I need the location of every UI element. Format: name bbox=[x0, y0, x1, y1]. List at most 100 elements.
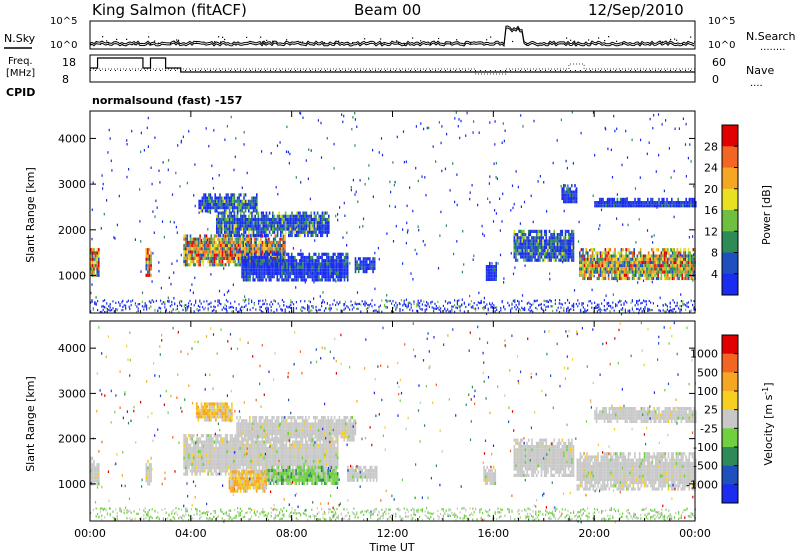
power-cell bbox=[668, 270, 671, 274]
power-cell bbox=[679, 270, 682, 274]
power-cell bbox=[211, 196, 213, 200]
power-cell bbox=[298, 252, 301, 256]
power-speck bbox=[286, 305, 288, 308]
power-cell bbox=[619, 251, 621, 255]
power-cell bbox=[622, 264, 624, 268]
power-speck bbox=[335, 280, 337, 283]
power-cell bbox=[306, 268, 309, 272]
power-speck bbox=[514, 266, 516, 269]
power-cell bbox=[596, 270, 599, 274]
power-speck bbox=[434, 307, 436, 310]
power-cell bbox=[241, 275, 243, 279]
power-cell bbox=[227, 199, 229, 203]
power-cell bbox=[646, 273, 648, 277]
power-cell bbox=[316, 221, 319, 225]
power-cell bbox=[524, 249, 527, 253]
power-speck bbox=[154, 309, 156, 312]
power-cell bbox=[561, 242, 564, 246]
power-cell bbox=[230, 224, 232, 228]
power-cell bbox=[247, 262, 250, 266]
power-cell bbox=[308, 271, 311, 276]
power-cell bbox=[526, 249, 528, 253]
power-cell bbox=[566, 242, 568, 246]
power-speck bbox=[214, 306, 216, 309]
power-cell bbox=[254, 221, 256, 225]
power-cell bbox=[229, 260, 232, 264]
power-cell bbox=[684, 251, 687, 255]
power-cell bbox=[602, 197, 604, 201]
power-speck bbox=[273, 310, 275, 313]
power-colorbar-swatch bbox=[722, 188, 738, 211]
power-cell bbox=[687, 276, 690, 281]
power-speck bbox=[337, 213, 339, 216]
power-cell bbox=[535, 242, 538, 246]
power-cell bbox=[308, 275, 311, 279]
power-cell bbox=[263, 275, 266, 279]
power-cell bbox=[619, 264, 621, 268]
power-cell bbox=[563, 193, 565, 197]
power-cell bbox=[321, 252, 323, 256]
power-cell bbox=[314, 268, 317, 272]
power-cell bbox=[306, 271, 309, 276]
power-speck bbox=[266, 306, 268, 309]
power-cell bbox=[639, 251, 642, 255]
power-cell bbox=[615, 267, 618, 271]
power-cell bbox=[534, 242, 536, 246]
power-cell bbox=[611, 260, 613, 265]
nave-dot bbox=[155, 70, 156, 71]
vel-cell bbox=[204, 456, 206, 460]
power-speck bbox=[665, 303, 667, 307]
power-cell bbox=[343, 271, 346, 276]
power-speck bbox=[298, 219, 300, 222]
nave-dot bbox=[260, 70, 261, 71]
power-cell bbox=[282, 256, 285, 260]
vel-cell bbox=[197, 462, 200, 467]
power-speck bbox=[241, 232, 243, 236]
power-speck bbox=[91, 283, 93, 286]
power-cell bbox=[212, 244, 214, 248]
vel-cell bbox=[199, 466, 201, 470]
power-speck bbox=[456, 301, 458, 304]
power-cell bbox=[247, 237, 249, 241]
power-speck bbox=[260, 305, 262, 308]
power-speck bbox=[493, 304, 495, 307]
power-speck bbox=[362, 217, 365, 221]
power-cell bbox=[244, 253, 246, 257]
power-speck bbox=[596, 306, 598, 309]
power-speck bbox=[158, 269, 160, 273]
power-cell bbox=[282, 278, 285, 282]
vel-cell bbox=[196, 437, 198, 441]
power-speck bbox=[322, 291, 324, 294]
power-cell bbox=[685, 204, 687, 208]
power-cell bbox=[668, 254, 671, 258]
power-cell bbox=[644, 270, 647, 274]
power-speck bbox=[283, 300, 285, 303]
power-cell bbox=[210, 234, 213, 238]
power-cell bbox=[630, 264, 632, 268]
power-cell bbox=[315, 227, 317, 231]
power-cell bbox=[318, 217, 320, 222]
power-cell bbox=[691, 197, 694, 201]
power-speck bbox=[613, 309, 615, 312]
vel-cell bbox=[216, 446, 219, 451]
power-cell bbox=[685, 201, 687, 205]
power-cell bbox=[675, 201, 678, 205]
power-speck bbox=[270, 300, 272, 303]
nave-dot bbox=[405, 70, 406, 71]
power-cell bbox=[345, 265, 347, 269]
power-cell bbox=[656, 204, 659, 208]
power-cell bbox=[147, 248, 149, 252]
power-speck bbox=[532, 303, 534, 306]
power-cell bbox=[585, 267, 587, 271]
power-cell bbox=[652, 276, 655, 281]
power-cell bbox=[312, 217, 314, 222]
noise-dot bbox=[694, 41, 696, 43]
power-cell bbox=[556, 233, 559, 237]
power-cell bbox=[228, 237, 230, 241]
power-cell bbox=[319, 271, 322, 276]
power-cell bbox=[254, 196, 256, 200]
power-cell bbox=[588, 267, 591, 271]
power-cell bbox=[308, 259, 311, 263]
power-cell bbox=[542, 258, 544, 262]
power-cell bbox=[251, 206, 253, 210]
